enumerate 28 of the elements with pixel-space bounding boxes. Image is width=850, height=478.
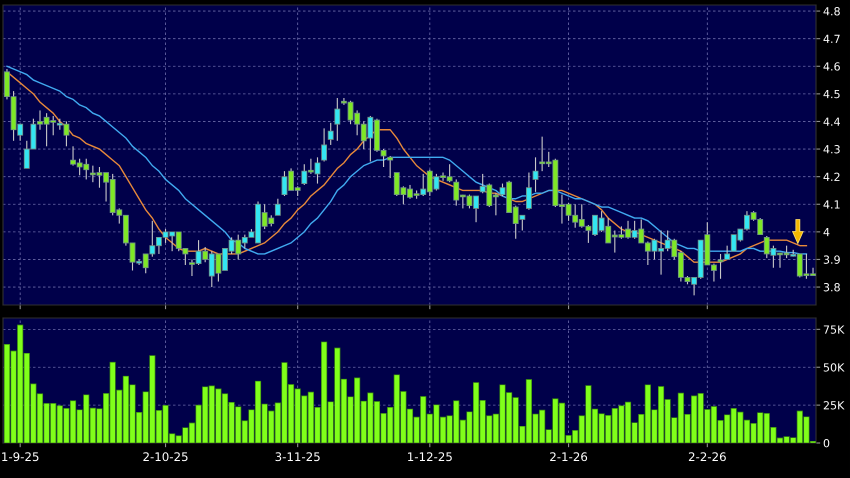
x-tick-label: 2-1-26 (550, 452, 588, 462)
y-tick-label: 4.3 (823, 145, 840, 154)
y-tick-label: 50K (824, 363, 845, 372)
y-tick-label: 4.5 (823, 90, 840, 98)
y-tick-label: 4 (823, 228, 830, 236)
candlestick (274, 198, 281, 216)
x-tick-label: 2-10-25 (143, 452, 188, 462)
candlestick (334, 97, 340, 142)
y-tick-label: 0 (824, 438, 830, 448)
candlestick (387, 155, 394, 179)
y-tick-label: 4.8 (823, 7, 840, 16)
candlestick (328, 122, 334, 146)
y-tick-label: 3.8 (824, 283, 840, 292)
y-tick-label: 75K (824, 325, 845, 334)
y-tick-label: 4.2 (823, 172, 840, 181)
x-tick-label: 2-2-26 (688, 452, 726, 462)
candlestick (532, 156, 538, 192)
y-tick-label: 3.9 (824, 255, 840, 264)
x-tick-label: 1-9-25 (2, 452, 38, 462)
candlestick (526, 172, 532, 210)
y-tick-label: 25K (824, 401, 845, 410)
y-tick-label: 4.7 (823, 34, 840, 43)
y-tick-label: 4.1 (823, 200, 840, 208)
x-tick-label: 1-12-25 (408, 452, 452, 462)
candlestick (321, 128, 328, 162)
y-tick-label: 4.4 (823, 118, 840, 126)
x-tick-label: 3-11-25 (276, 452, 320, 462)
y-tick-label: 4.6 (823, 62, 840, 71)
